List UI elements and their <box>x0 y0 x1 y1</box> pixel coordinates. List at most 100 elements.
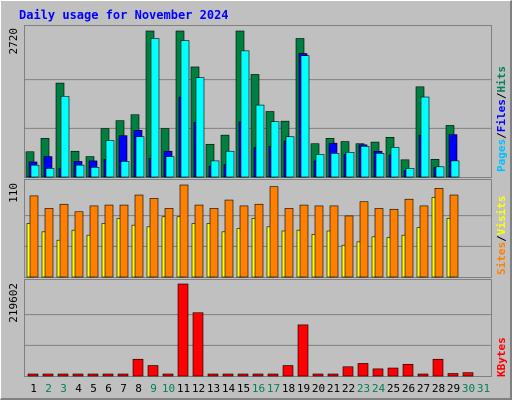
legend-entry: Sites <box>495 242 508 275</box>
sites-bar <box>299 204 309 278</box>
panel-kbytes <box>25 280 491 376</box>
pages-bar <box>210 160 220 178</box>
pages-bar <box>360 146 370 178</box>
sites-bar <box>44 208 54 278</box>
x-tick-label: 15 <box>237 382 250 395</box>
sites-bar <box>329 205 339 278</box>
x-tick-label: 28 <box>432 382 445 395</box>
x-tick-label: 11 <box>177 382 190 395</box>
kbytes-bar <box>447 373 459 377</box>
sites-bar <box>74 211 84 278</box>
sites-bar <box>209 208 219 278</box>
sites-bar <box>59 203 69 278</box>
x-tick-label: 2 <box>45 382 52 395</box>
pages-bar <box>75 164 85 178</box>
sites-bar <box>359 201 369 278</box>
kbytes-bar <box>297 324 309 377</box>
x-tick-label: 17 <box>267 382 280 395</box>
kbytes-bar <box>237 373 249 377</box>
kbytes-bar <box>357 363 369 377</box>
kbytes-bar <box>327 373 339 377</box>
x-tick-label: 10 <box>162 382 175 395</box>
legend-entry: / <box>495 132 508 139</box>
x-tick-label: 8 <box>135 382 142 395</box>
kbytes-bar <box>372 368 384 377</box>
pages-bar <box>90 167 100 178</box>
x-tick-label: 7 <box>120 382 127 395</box>
sites-bar <box>119 204 129 278</box>
kbytes-bar <box>162 373 174 377</box>
pages-bar <box>300 55 310 178</box>
sites-bar <box>419 205 429 278</box>
legend-entry: / <box>495 92 508 99</box>
sites-bar <box>224 199 234 278</box>
legend-entry: Files <box>495 99 508 132</box>
kbytes-bar <box>177 283 189 377</box>
sites-bar <box>104 204 114 278</box>
sites-bar <box>134 194 144 278</box>
x-tick-label: 18 <box>282 382 295 395</box>
pages-bar <box>30 164 40 178</box>
pages-bar <box>375 153 385 178</box>
pages-bar <box>405 168 415 178</box>
sites-bar <box>269 186 279 278</box>
x-tick-label: 22 <box>342 382 355 395</box>
pages-bar <box>195 77 205 178</box>
kbytes-bar <box>42 373 54 377</box>
kbytes-bar <box>402 363 414 377</box>
pages-bar <box>390 147 400 178</box>
sites-bar <box>179 184 189 278</box>
pages-bar <box>60 96 70 178</box>
x-tick-label: 4 <box>75 382 82 395</box>
x-tick-label: 25 <box>387 382 400 395</box>
sites-bar <box>254 203 264 278</box>
legend-pages-files-hits: Pages/Files/Hits <box>495 66 508 172</box>
pages-bar <box>240 50 250 178</box>
kbytes-bar <box>312 373 324 377</box>
sites-bar <box>404 198 414 278</box>
x-tick-label: 29 <box>447 382 460 395</box>
pages-bar <box>45 168 55 178</box>
kbytes-bar <box>57 373 69 377</box>
pages-bar <box>135 136 145 178</box>
legend-sites-visits: Sites/Visits <box>495 196 508 276</box>
sites-bar <box>284 208 294 278</box>
legend-entry: Visits <box>495 196 508 236</box>
pages-bar <box>270 121 280 178</box>
sites-bar <box>29 195 39 278</box>
kbytes-bar <box>102 373 114 377</box>
x-tick-label: 19 <box>297 382 310 395</box>
pages-bar <box>165 156 175 178</box>
kbytes-bar <box>417 373 429 377</box>
x-tick-label: 1 <box>30 382 37 395</box>
sites-bar <box>89 205 99 278</box>
sites-bar <box>344 215 354 278</box>
x-tick-label: 3 <box>60 382 67 395</box>
pages-bar <box>420 96 430 178</box>
pages-bar <box>150 38 160 178</box>
kbytes-bar <box>27 373 39 377</box>
pages-bar <box>255 104 265 178</box>
kbytes-bar <box>282 365 294 377</box>
pages-bar <box>330 153 340 178</box>
sites-bar <box>164 208 174 278</box>
pages-bar <box>225 150 235 178</box>
x-tick-label: 31 <box>477 382 490 395</box>
x-tick-label: 6 <box>105 382 112 395</box>
sites-bar <box>239 205 249 278</box>
pages-bar <box>450 160 460 178</box>
kbytes-bar <box>132 358 144 377</box>
kbytes-bar <box>462 372 474 377</box>
kbytes-bar <box>87 373 99 377</box>
pages-bar <box>180 40 190 178</box>
x-tick-label: 13 <box>207 382 220 395</box>
kbytes-bar <box>432 358 444 377</box>
axis-max-label: 2720 <box>7 28 20 55</box>
kbytes-bar <box>342 366 354 377</box>
pages-bar <box>315 154 325 178</box>
sites-bar <box>389 208 399 278</box>
kbytes-bar <box>72 373 84 377</box>
pages-bar <box>120 161 130 178</box>
pages-bar <box>345 152 355 178</box>
